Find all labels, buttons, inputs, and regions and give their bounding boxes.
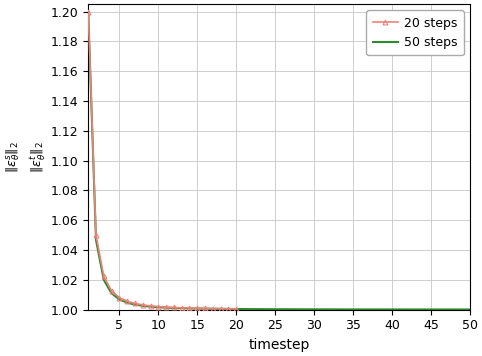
20 steps bbox=[226, 307, 231, 311]
20 steps bbox=[93, 233, 99, 237]
20 steps bbox=[163, 305, 169, 309]
50 steps bbox=[233, 307, 239, 311]
20 steps bbox=[132, 301, 138, 305]
50 steps bbox=[397, 307, 402, 312]
50 steps bbox=[187, 306, 192, 310]
50 steps bbox=[155, 305, 161, 309]
50 steps bbox=[381, 307, 387, 312]
20 steps bbox=[233, 307, 239, 311]
50 steps bbox=[132, 302, 138, 307]
20 steps bbox=[108, 289, 114, 293]
20 steps bbox=[179, 306, 185, 310]
50 steps bbox=[202, 307, 208, 311]
20 steps bbox=[85, 10, 91, 14]
20 steps bbox=[147, 304, 153, 308]
50 steps bbox=[179, 306, 185, 310]
50 steps bbox=[335, 307, 340, 312]
50 steps bbox=[443, 307, 449, 312]
20 steps bbox=[155, 304, 161, 309]
20 steps bbox=[140, 303, 146, 307]
50 steps bbox=[85, 10, 91, 14]
50 steps bbox=[358, 307, 364, 312]
50 steps bbox=[327, 307, 333, 312]
50 steps bbox=[280, 307, 286, 312]
Line: 20 steps: 20 steps bbox=[86, 9, 239, 311]
50 steps bbox=[451, 307, 457, 312]
50 steps bbox=[108, 291, 114, 295]
20 steps bbox=[210, 307, 216, 311]
50 steps bbox=[459, 307, 465, 312]
50 steps bbox=[420, 307, 426, 312]
20 steps bbox=[202, 306, 208, 310]
50 steps bbox=[210, 307, 216, 311]
50 steps bbox=[218, 307, 224, 311]
20 steps bbox=[194, 306, 200, 310]
50 steps bbox=[194, 307, 200, 311]
50 steps bbox=[226, 307, 231, 311]
50 steps bbox=[265, 307, 270, 311]
50 steps bbox=[295, 307, 301, 312]
Legend: 20 steps, 50 steps: 20 steps, 50 steps bbox=[366, 10, 464, 55]
50 steps bbox=[147, 304, 153, 309]
50 steps bbox=[428, 307, 434, 312]
50 steps bbox=[436, 307, 442, 312]
50 steps bbox=[256, 307, 262, 311]
50 steps bbox=[140, 304, 146, 308]
Y-axis label: $\|\epsilon_\theta^s\|_2$
$\|\epsilon_\theta^t\|_2$: $\|\epsilon_\theta^s\|_2$ $\|\epsilon_\t… bbox=[4, 141, 48, 173]
50 steps bbox=[303, 307, 309, 312]
20 steps bbox=[171, 305, 177, 310]
50 steps bbox=[404, 307, 410, 312]
50 steps bbox=[272, 307, 278, 312]
50 steps bbox=[413, 307, 418, 312]
50 steps bbox=[171, 306, 177, 310]
50 steps bbox=[366, 307, 372, 312]
50 steps bbox=[117, 297, 122, 302]
50 steps bbox=[124, 300, 130, 305]
20 steps bbox=[218, 307, 224, 311]
20 steps bbox=[117, 295, 122, 300]
50 steps bbox=[311, 307, 317, 312]
50 steps bbox=[93, 238, 99, 242]
Line: 50 steps: 50 steps bbox=[88, 12, 470, 309]
50 steps bbox=[467, 307, 473, 312]
50 steps bbox=[241, 307, 247, 311]
X-axis label: timestep: timestep bbox=[248, 338, 310, 352]
20 steps bbox=[187, 306, 192, 310]
50 steps bbox=[342, 307, 348, 312]
50 steps bbox=[249, 307, 254, 311]
50 steps bbox=[350, 307, 356, 312]
50 steps bbox=[288, 307, 294, 312]
50 steps bbox=[389, 307, 395, 312]
50 steps bbox=[319, 307, 325, 312]
50 steps bbox=[374, 307, 379, 312]
50 steps bbox=[163, 305, 169, 310]
20 steps bbox=[101, 274, 107, 279]
50 steps bbox=[101, 278, 107, 282]
20 steps bbox=[124, 299, 130, 303]
